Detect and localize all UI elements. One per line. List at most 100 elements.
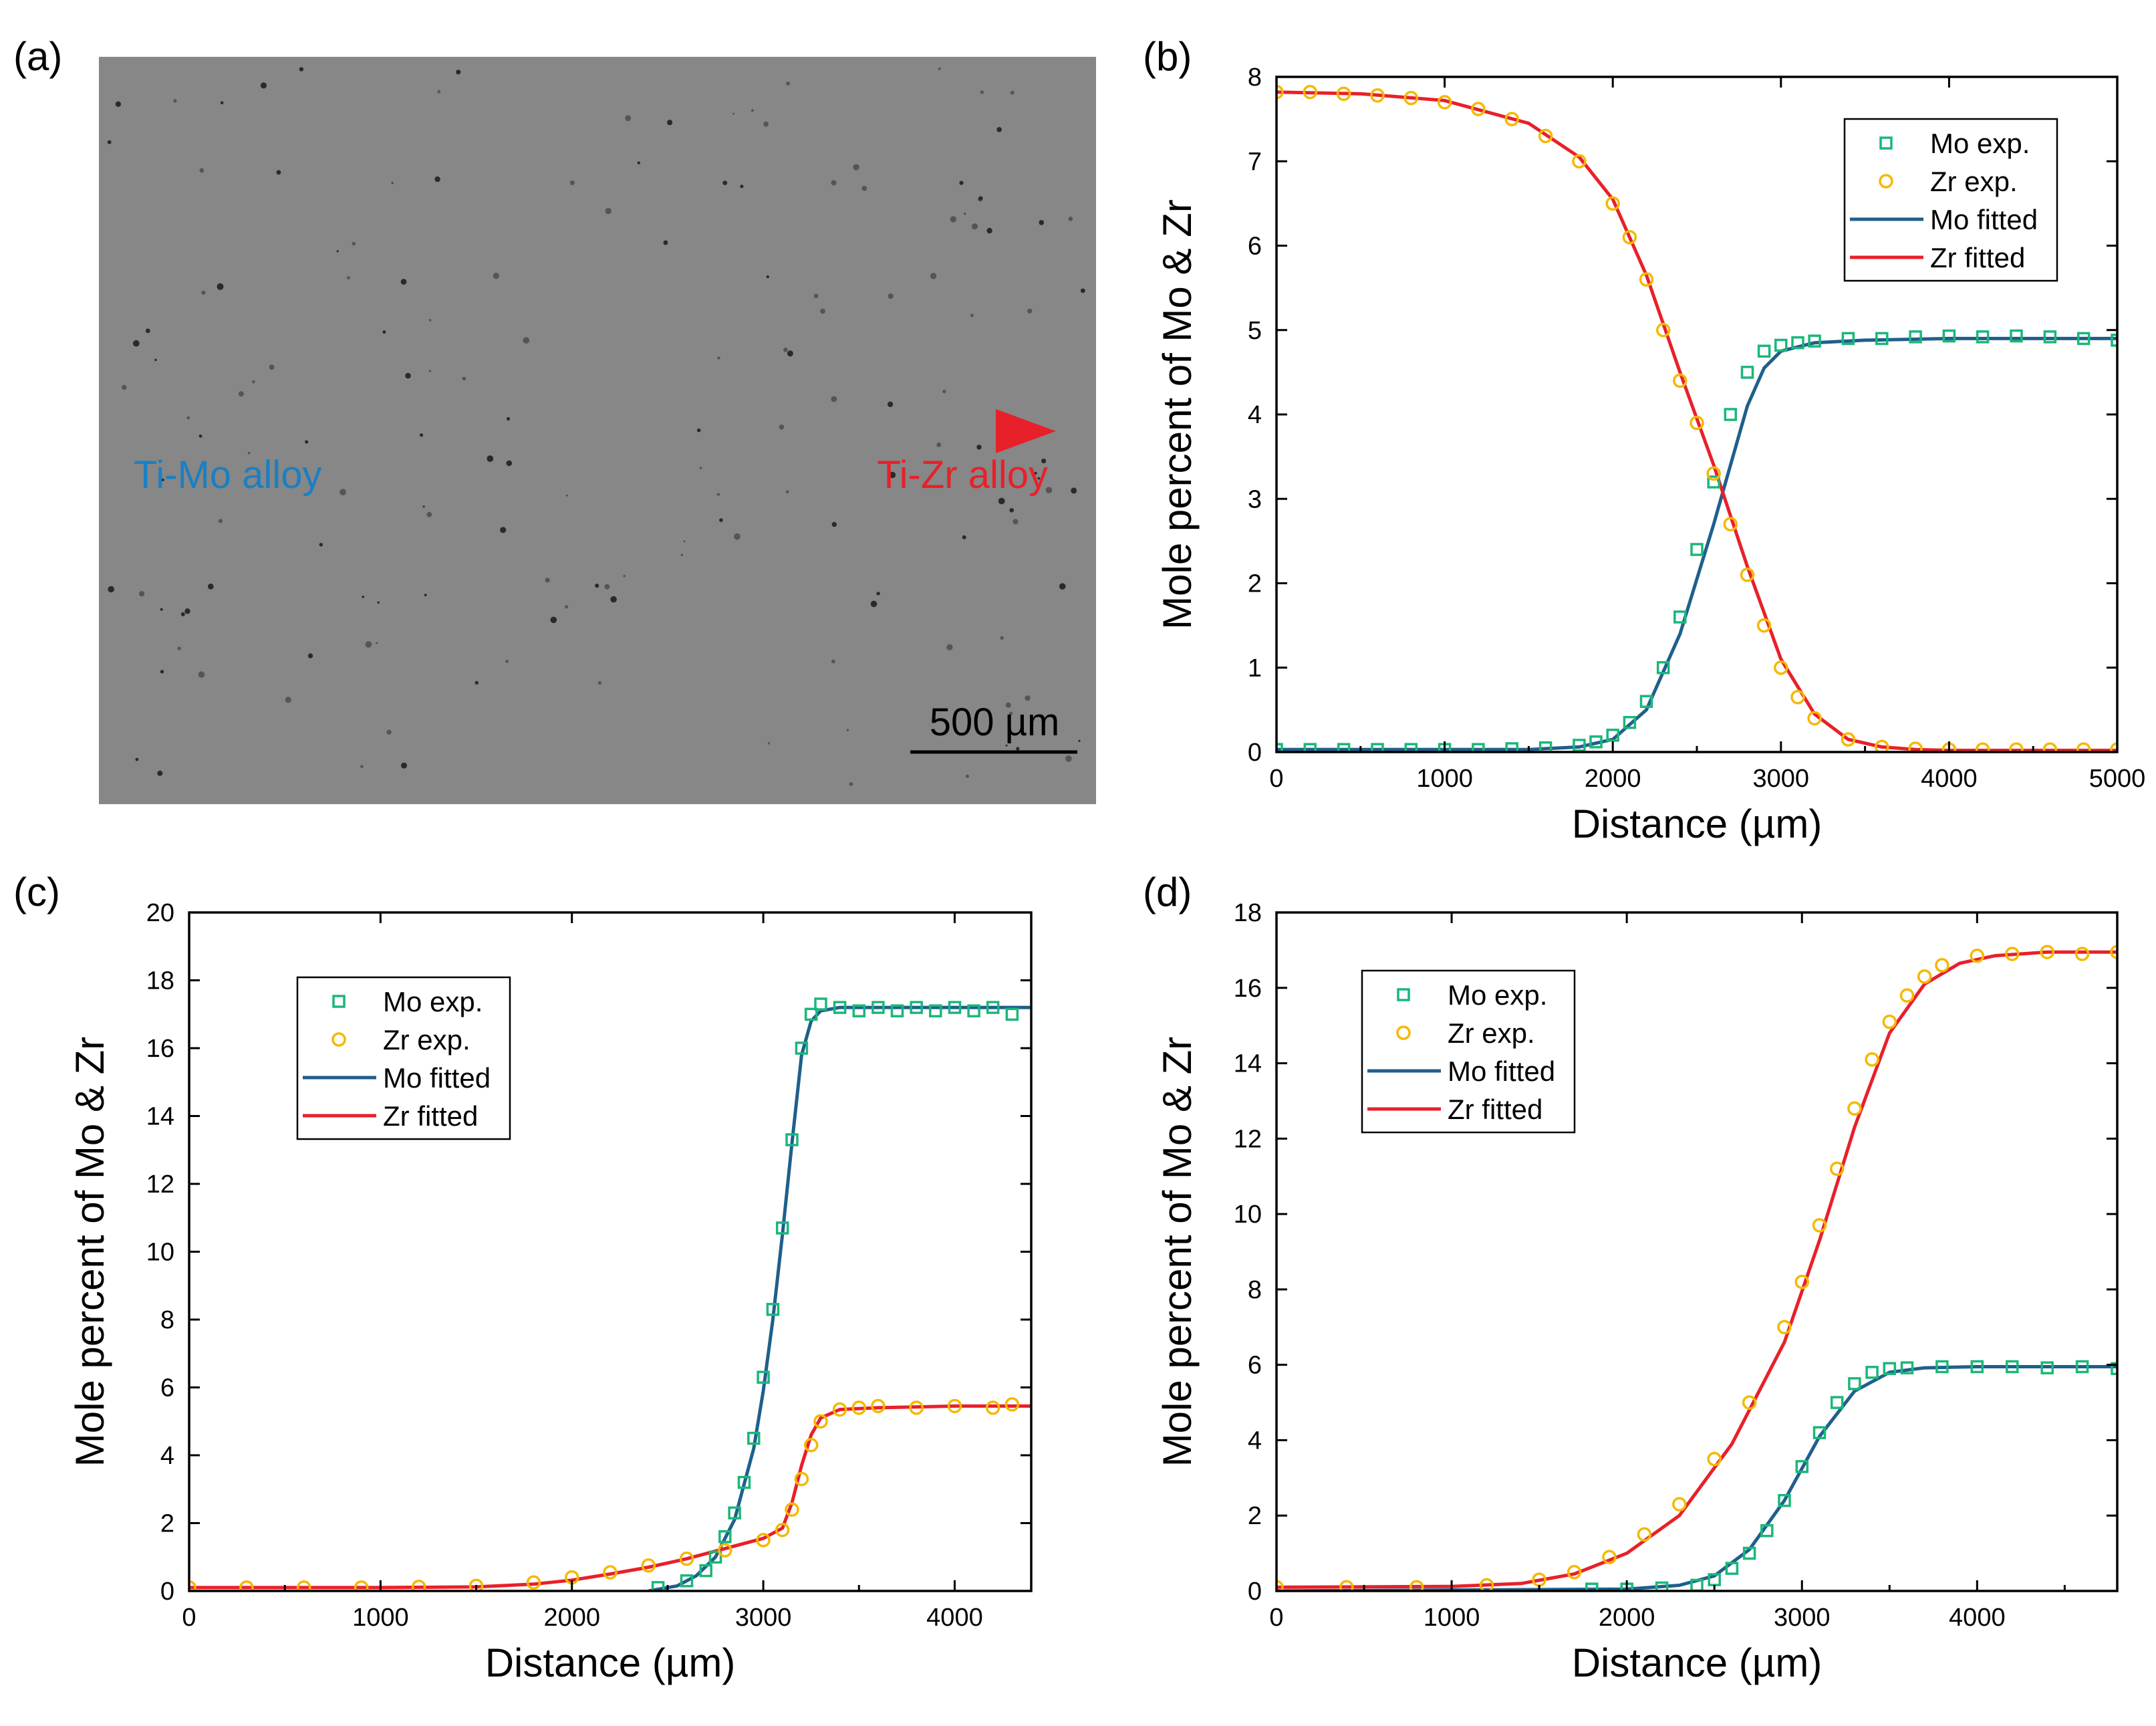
speck <box>680 553 684 556</box>
panel-c-label: (c) <box>13 870 60 914</box>
data-point-zr <box>1479 1578 1494 1591</box>
speck <box>217 283 224 290</box>
speck <box>360 765 364 769</box>
speck <box>1041 459 1047 464</box>
speck <box>930 273 937 279</box>
data-point-mo <box>1573 739 1586 752</box>
data-point-mo <box>2076 332 2091 346</box>
speck <box>500 527 507 533</box>
speck <box>763 121 769 127</box>
speck <box>391 181 394 184</box>
y-tick-label: 20 <box>146 899 174 927</box>
speck <box>336 250 339 253</box>
data-point-zr <box>851 1400 867 1415</box>
speck <box>976 445 982 450</box>
speck <box>319 543 323 547</box>
speck <box>198 671 205 678</box>
data-point-zr <box>1504 112 1519 126</box>
speck <box>569 180 575 185</box>
speck <box>783 348 788 352</box>
y-tick-label: 5 <box>1248 317 1262 345</box>
speck <box>604 584 610 590</box>
y-tick-label: 18 <box>1234 899 1262 927</box>
y-tick-label: 18 <box>146 967 174 995</box>
data-point-mo <box>1606 729 1619 742</box>
legend-label: Zr fitted <box>1448 1094 1542 1125</box>
y-tick-label: 14 <box>146 1103 174 1131</box>
data-point-zr <box>2042 742 2058 752</box>
speck <box>938 67 941 70</box>
x-tick-label: 0 <box>1269 765 1283 793</box>
data-point-zr <box>1875 739 1889 752</box>
speck <box>307 653 313 658</box>
data-point-zr <box>603 1565 618 1580</box>
speck <box>986 227 992 234</box>
y-tick-label: 10 <box>1234 1201 1262 1229</box>
y-tick-label: 12 <box>146 1170 174 1199</box>
data-point-mo <box>1673 610 1687 624</box>
data-point-zr <box>1975 742 1990 752</box>
x-tick-label: 1000 <box>352 1604 409 1632</box>
data-point-zr <box>2040 945 2054 959</box>
data-point-zr <box>813 1414 828 1429</box>
data-point-mo <box>890 1004 904 1017</box>
data-point-mo <box>1942 329 1956 343</box>
panel-a: (a) Ti-Mo alloy Ti-Zr alloy 500 µm <box>13 34 1096 804</box>
speck <box>269 364 275 370</box>
data-point-zr <box>1935 958 1949 973</box>
y-tick-label: 4 <box>1248 401 1262 429</box>
y-tick-label: 6 <box>1248 1352 1262 1380</box>
data-point-mo <box>1371 743 1384 752</box>
y-tick-label: 2 <box>160 1510 174 1538</box>
speck <box>846 729 849 731</box>
speck <box>942 389 946 394</box>
y-tick-label: 7 <box>1248 148 1262 176</box>
speck <box>437 90 441 94</box>
speck <box>663 240 668 245</box>
panel-a-label: (a) <box>13 34 62 79</box>
speck <box>980 90 984 94</box>
speck <box>849 782 853 786</box>
y-tick-label: 2 <box>1248 570 1262 598</box>
panel-d-label: (d) <box>1143 870 1192 914</box>
data-point-mo <box>2111 334 2117 347</box>
legend-label: Mo exp. <box>1448 979 1547 1011</box>
data-point-mo <box>1337 743 1351 752</box>
legend-label: Mo fitted <box>383 1062 491 1094</box>
x-tick-label: 0 <box>1269 1604 1283 1632</box>
data-point-zr <box>1370 88 1385 103</box>
speck <box>1065 755 1072 762</box>
speck <box>462 376 466 381</box>
data-point-mo <box>2010 329 2023 343</box>
speck <box>365 641 372 648</box>
data-point-mo <box>775 1221 789 1235</box>
legend-label: Mo fitted <box>1930 204 2038 235</box>
data-point-zr <box>1672 1497 1687 1512</box>
speck <box>734 533 740 540</box>
speck <box>424 594 427 597</box>
speck <box>766 275 770 279</box>
speck <box>936 442 942 447</box>
speck <box>352 241 356 246</box>
data-point-zr <box>1841 732 1856 747</box>
legend-marker-square <box>332 995 346 1008</box>
y-tick-label: 3 <box>1248 485 1262 513</box>
data-point-mo <box>852 1004 866 1017</box>
speck <box>996 127 1002 132</box>
data-point-zr <box>1303 84 1318 100</box>
data-point-mo <box>967 1004 980 1017</box>
x-tick-label: 2000 <box>1585 765 1641 793</box>
speck <box>950 216 957 223</box>
data-point-zr <box>1567 1565 1582 1580</box>
data-point-mo <box>1505 742 1518 752</box>
data-point-mo <box>1778 1493 1791 1507</box>
data-point-mo <box>1976 330 1990 344</box>
speck <box>177 646 181 650</box>
data-point-zr <box>1673 373 1688 388</box>
data-point-zr <box>803 1438 819 1453</box>
x-tick-label: 1000 <box>1424 1604 1480 1632</box>
speck <box>959 180 964 185</box>
speck <box>717 356 720 360</box>
speck <box>963 212 966 215</box>
data-point-mo <box>871 1001 885 1014</box>
